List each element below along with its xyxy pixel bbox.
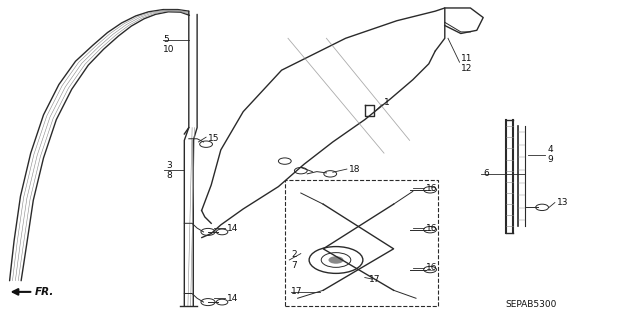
Text: 18: 18	[349, 165, 360, 174]
Text: 6: 6	[483, 169, 489, 178]
Text: 1: 1	[384, 98, 390, 107]
Text: 11
12: 11 12	[461, 54, 472, 73]
Text: 2
7: 2 7	[291, 250, 297, 270]
Text: 14: 14	[227, 294, 239, 303]
Circle shape	[328, 256, 344, 264]
Text: 4
9: 4 9	[547, 145, 553, 164]
Text: FR.: FR.	[35, 287, 54, 297]
Text: SEPAB5300: SEPAB5300	[506, 300, 557, 309]
Text: 17: 17	[291, 287, 303, 296]
Text: 3
8: 3 8	[166, 161, 172, 180]
Text: 15: 15	[208, 134, 220, 143]
Text: 16: 16	[426, 263, 437, 272]
Bar	[285, 180, 438, 306]
Text: 5
10: 5 10	[163, 35, 175, 54]
Text: 13: 13	[557, 198, 568, 207]
Text: 17: 17	[369, 275, 380, 284]
Text: 16: 16	[426, 224, 437, 233]
Text: 14: 14	[227, 224, 239, 233]
Text: 16: 16	[426, 184, 437, 193]
